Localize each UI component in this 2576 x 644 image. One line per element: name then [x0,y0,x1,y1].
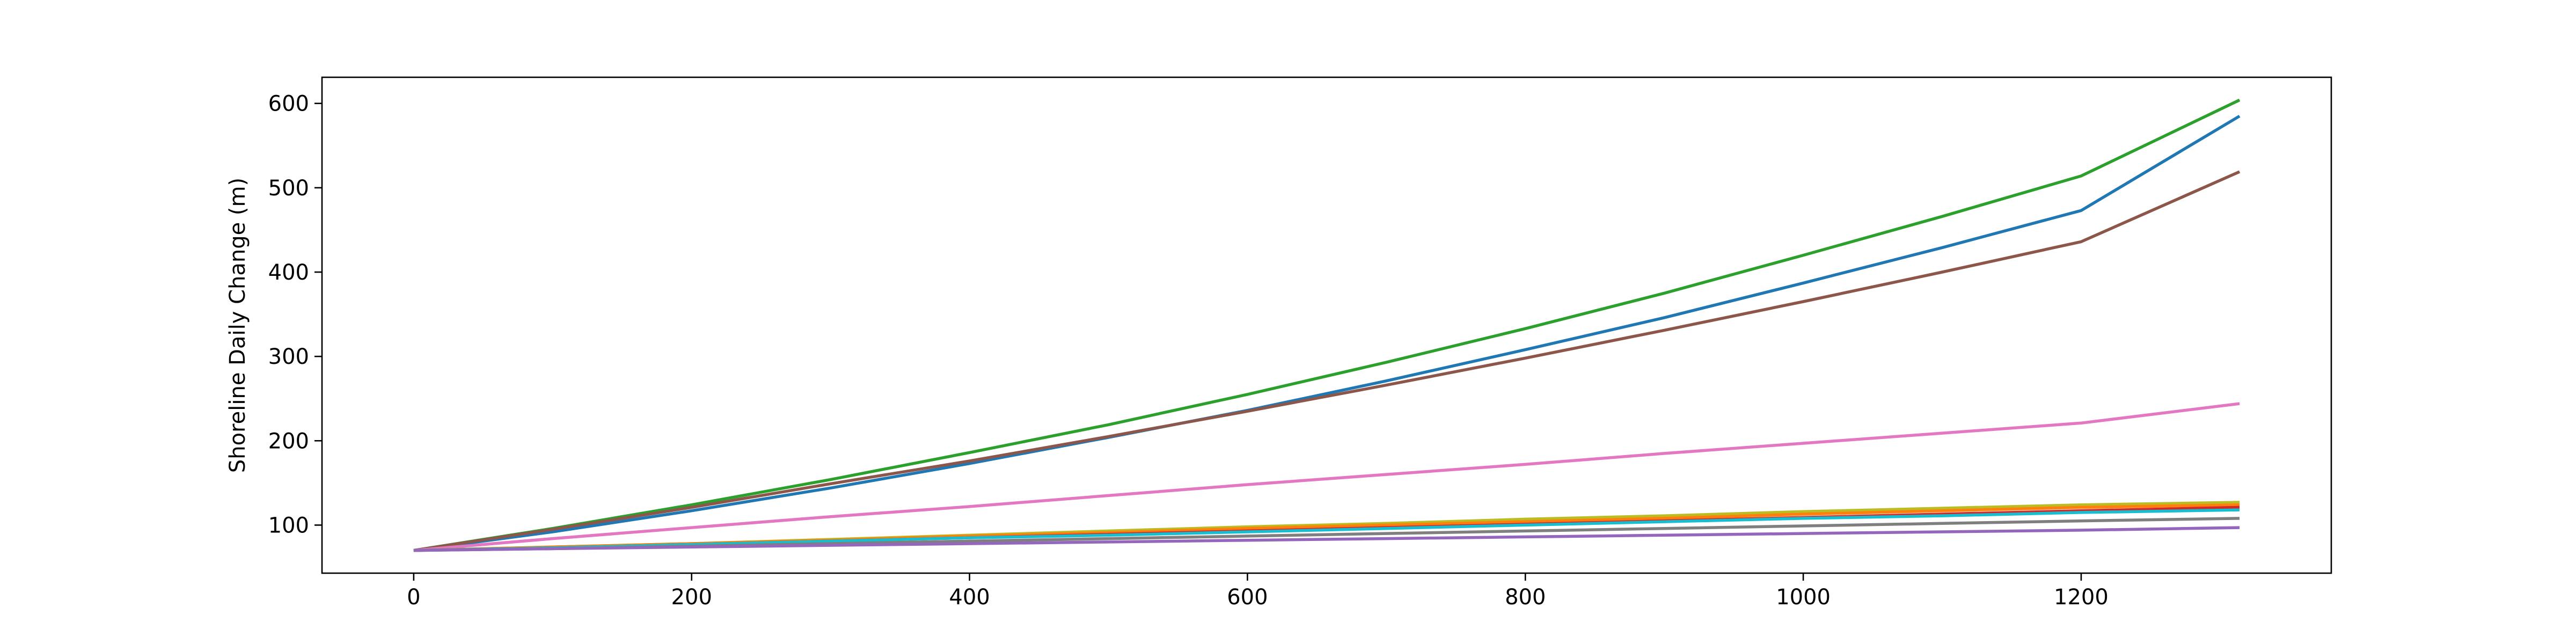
y-tick-label: 200 [268,429,309,453]
x-tick-label: 1200 [2054,585,2109,610]
x-tick-label: 0 [407,585,420,610]
x-tick-label: 600 [1227,585,1268,610]
series-line-8 [413,508,2240,552]
y-tick-label: 600 [268,92,309,116]
y-tick-label: 500 [268,176,309,201]
y-axis: 100 200 300 400 500 600 [268,92,322,538]
x-axis: 0 200 400 600 800 1000 1200 [407,573,2109,610]
plot-frame [321,76,2332,574]
y-tick-label: 100 [268,513,309,538]
x-tick-label: 200 [671,585,712,610]
y-axis-title: Shoreline Daily Change (m) [225,178,250,473]
series-line-4 [413,402,2240,552]
x-tick-label: 800 [1505,585,1546,610]
series-line-1 [413,114,2241,552]
series-line-2 [413,98,2241,552]
x-tick-label: 400 [949,585,990,610]
x-tick-label: 1000 [1776,585,1831,610]
y-tick-label: 400 [268,260,309,285]
series-layer [413,98,2241,552]
y-tick-label: 300 [268,345,309,369]
series-line-3 [413,170,2241,552]
series-line-10 [413,526,2240,552]
